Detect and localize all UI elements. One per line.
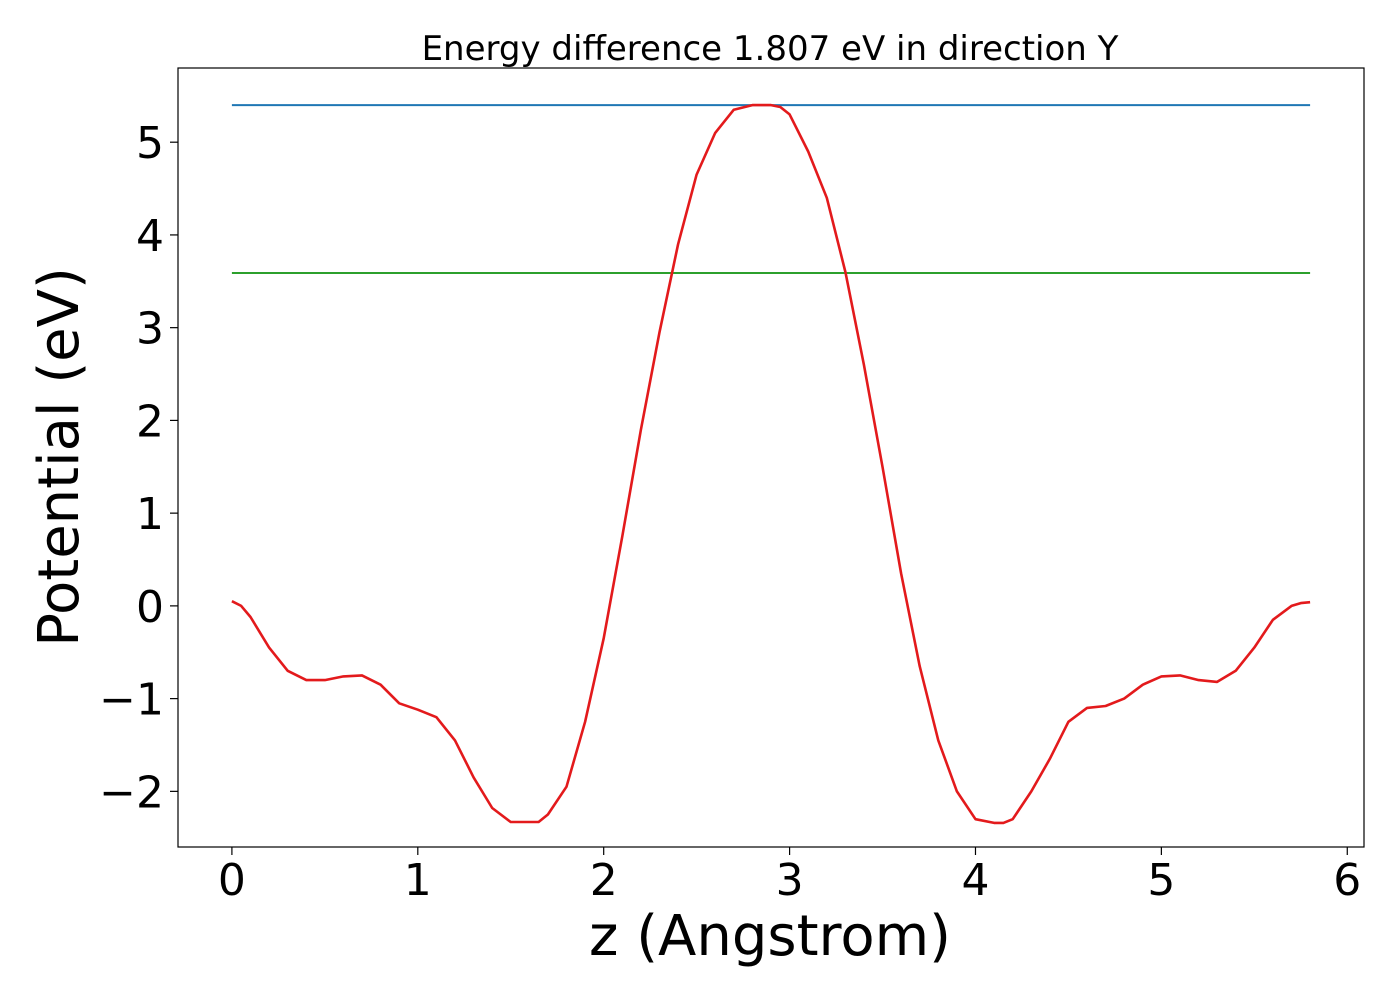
y-axis-label: Potential (eV) — [27, 267, 92, 647]
plot-area — [231, 103, 1311, 825]
potential-curve — [231, 103, 1311, 825]
y-tick-label: 1 — [136, 489, 164, 540]
x-tick-label: 4 — [961, 855, 989, 906]
y-tick-label: 3 — [136, 304, 164, 355]
x-tick-label: 1 — [404, 855, 432, 906]
y-tick-label: 4 — [136, 211, 164, 262]
y-tick-label: −2 — [99, 767, 164, 818]
y-tick-label: 0 — [136, 582, 164, 633]
y-tick-label: 2 — [136, 396, 164, 447]
y-tick-label: −1 — [99, 675, 164, 726]
x-tick-label: 6 — [1333, 855, 1361, 906]
chart-title: Energy difference 1.807 eV in direction … — [422, 29, 1119, 69]
x-tick-label: 3 — [776, 855, 804, 906]
axes-frame — [177, 67, 1365, 848]
y-tick-label: 5 — [136, 118, 164, 169]
x-axis-label: z (Angstrom) — [589, 904, 951, 969]
x-tick-label: 5 — [1147, 855, 1175, 906]
y-axis-ticks: −2 −1 0 1 2 3 4 5 — [99, 118, 178, 818]
x-tick-label: 2 — [590, 855, 618, 906]
x-tick-label: 0 — [218, 855, 246, 906]
x-axis-ticks: 0 1 2 3 4 5 6 — [218, 847, 1361, 906]
